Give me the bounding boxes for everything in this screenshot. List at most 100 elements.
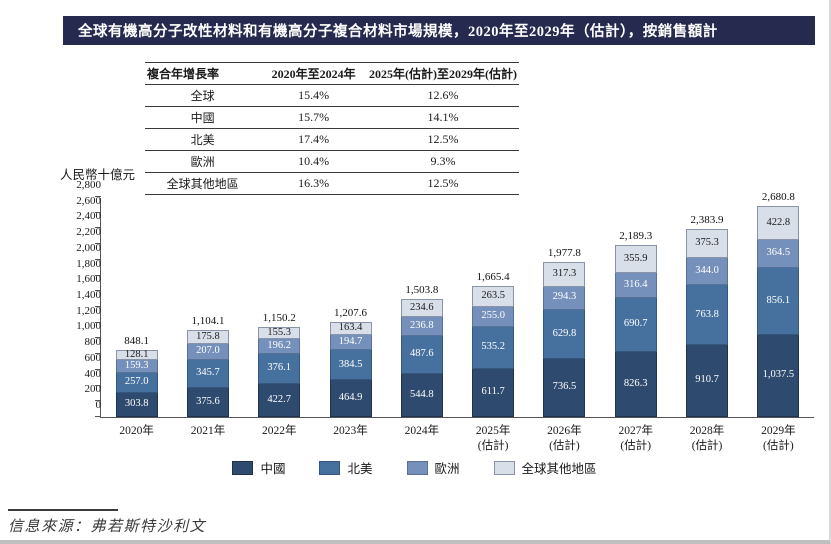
y-axis-tick: [95, 306, 101, 307]
y-axis-tick: [95, 400, 101, 402]
bar-segment: 263.5: [472, 286, 515, 307]
x-axis-label: 2020年: [119, 425, 154, 437]
bar-segment: 690.7: [614, 297, 657, 353]
bar-stack: 163.4 194.7 384.5 464.9: [329, 322, 372, 417]
table-cell: 10.4%: [260, 150, 367, 173]
y-axis-tick-label: 2,600: [76, 194, 101, 207]
bar-stack: 155.3 196.2 376.1 422.7: [258, 326, 301, 417]
bar-segment: 464.9: [329, 380, 372, 417]
bar-column: 1,665.4 263.5 255.0 535.2 611.7 2025年 (估計): [457, 198, 528, 452]
bar-stack: 317.3 294.3 629.8 736.5: [543, 261, 586, 417]
bar-stack: 128.1 159.3 257.0 303.8: [115, 349, 158, 417]
bar-total-label: 2,680.8: [761, 191, 795, 204]
bar-column: 1,977.8 317.3 294.3 629.8 736.5 2026年 (估計): [529, 198, 600, 452]
bar-segment: 375.3: [686, 228, 729, 259]
bar-segment: 303.8: [115, 393, 158, 417]
y-axis-unit-label: 人民幣十億元: [60, 168, 136, 182]
x-axis-label: 2029年 (估計): [761, 425, 796, 452]
bar-segment: 375.6: [186, 387, 229, 417]
bar-segment: 316.4: [614, 272, 657, 298]
x-axis-label: 2027年 (估計): [618, 425, 653, 452]
bar-segment: 422.7: [258, 383, 301, 417]
legend-label: 全球其他地區: [521, 462, 597, 476]
legend-label: 中國: [260, 462, 286, 476]
legend-item: 歐洲: [406, 458, 460, 477]
bar-segment: 163.4: [329, 322, 372, 335]
cagr-table-header: 複合年增長率 2020年至2024年 2025年(估計)至2029年(估計): [145, 62, 519, 85]
bar-segment: 629.8: [543, 309, 586, 360]
legend-swatch: [493, 460, 515, 475]
y-axis-tick: [95, 196, 101, 197]
bar-total-label: 1,665.4: [476, 271, 510, 284]
bar-column: 2,383.9 375.3 344.0 763.8 910.7 2028年 (估計): [671, 198, 742, 452]
bar-column: 1,104.1 175.8 207.0 345.7 375.6 2021年: [172, 198, 243, 437]
bar-segment: 236.8: [400, 317, 443, 336]
y-axis-tick-label: 0: [95, 399, 102, 411]
y-axis-tick: [95, 368, 101, 370]
table-cell: 15.7%: [260, 106, 367, 129]
table-cell: 17.4%: [260, 128, 367, 151]
x-axis-label: 2026年 (估計): [547, 425, 582, 452]
cagr-header-cell: 2025年(估計)至2029年(估計): [367, 62, 519, 85]
y-axis-tick-label: 1,800: [76, 257, 101, 270]
y-axis-tick: [95, 416, 101, 417]
bar-segment: 294.3: [543, 286, 586, 310]
bar-stack: 175.8 207.0 345.7 375.6: [186, 330, 229, 417]
bar-segment: 611.7: [472, 368, 515, 417]
y-axis-tick-label: 2,400: [76, 210, 101, 223]
y-axis-tick-label: 800: [84, 336, 102, 349]
plot-area: 848.1 128.1 159.3 257.0 303.8 2020年 1,104.1 175…: [76, 179, 814, 452]
table-cell: 北美: [145, 128, 261, 151]
table-row: 歐洲 10.4% 9.3%: [145, 150, 519, 173]
legend-swatch: [232, 460, 254, 475]
table-cell: 中國: [145, 106, 261, 129]
bar-column: 2,189.3 355.9 316.4 690.7 826.3 2027年 (估計): [600, 198, 671, 452]
y-axis-tick-label: 1,200: [76, 304, 101, 317]
bar-segment: 384.5: [329, 350, 372, 381]
y-axis-tick-label: 1,000: [76, 320, 101, 333]
y-axis-tick-label: 2,200: [76, 226, 101, 239]
cagr-table: 複合年增長率 2020年至2024年 2025年(估計)至2029年(估計) 全球 1…: [145, 62, 519, 195]
bar-stack: 375.3 344.0 763.8 910.7: [686, 228, 729, 417]
y-axis-tick: [95, 243, 101, 245]
bar-segment: 128.1: [115, 349, 158, 361]
table-cell: 12.5%: [367, 172, 519, 195]
x-axis-label: 2025年 (估計): [475, 425, 511, 452]
y-axis-tick-label: 1,600: [76, 273, 101, 286]
bar-total-label: 1,503.8: [405, 283, 439, 296]
bar-segment: 910.7: [686, 345, 729, 417]
bar-segment: 535.2: [472, 326, 515, 369]
x-axis-label: 2021年: [190, 425, 226, 437]
bar-segment: 364.5: [757, 239, 800, 269]
bar-segment: 1,037.5: [757, 335, 800, 417]
bar-total-label: 848.1: [124, 335, 150, 348]
bar-segment: 344.0: [686, 258, 729, 286]
bar-segment: 856.1: [757, 268, 800, 336]
x-axis-label: 2023年: [333, 425, 368, 437]
bar-segment: 826.3: [614, 352, 657, 417]
bar-column: 1,150.2 155.3 196.2 376.1 422.7 2022年: [244, 198, 315, 437]
y-axis-tick-label: 2,000: [76, 241, 101, 254]
bar-stack: 234.6 236.8 487.6 544.8: [400, 298, 443, 417]
bar-group: 848.1 128.1 159.3 257.0 303.8 2020年 1,104.1 175…: [101, 191, 814, 452]
bar-segment: 255.0: [472, 306, 515, 327]
bar-stack: 355.9 316.4 690.7 826.3: [614, 245, 657, 417]
bar-segment: 155.3: [258, 326, 301, 339]
bar-segment: 376.1: [258, 354, 301, 384]
legend: 中國 北美 歐洲 全球其他地區: [0, 458, 829, 477]
bar-segment: 763.8: [686, 285, 729, 346]
y-axis-tick: [95, 321, 101, 323]
y-axis-tick-label: 200: [84, 383, 102, 396]
x-axis-label: 2022年: [261, 425, 297, 437]
bar-segment: 194.7: [329, 334, 372, 351]
chart-title: 全球有機高分子改性材料和有機高分子複合材料市場規模，2020年至2029年（估計…: [63, 16, 815, 45]
bar-segment: 175.8: [186, 330, 229, 345]
bar-total-label: 2,383.9: [690, 213, 724, 226]
table-cell: 全球其他地區: [145, 172, 261, 195]
bar-column: 2,680.8 422.8 364.5 856.1 1,037.5 2029年 (估計): [743, 191, 814, 452]
bar-stack: 263.5 255.0 535.2 611.7: [472, 286, 515, 417]
table-cell: 歐洲: [145, 150, 261, 173]
bar-stack: 422.8 364.5 856.1 1,037.5: [757, 206, 800, 417]
legend-item: 全球其他地區: [493, 458, 597, 477]
x-axis-label: 2024年: [404, 425, 440, 437]
